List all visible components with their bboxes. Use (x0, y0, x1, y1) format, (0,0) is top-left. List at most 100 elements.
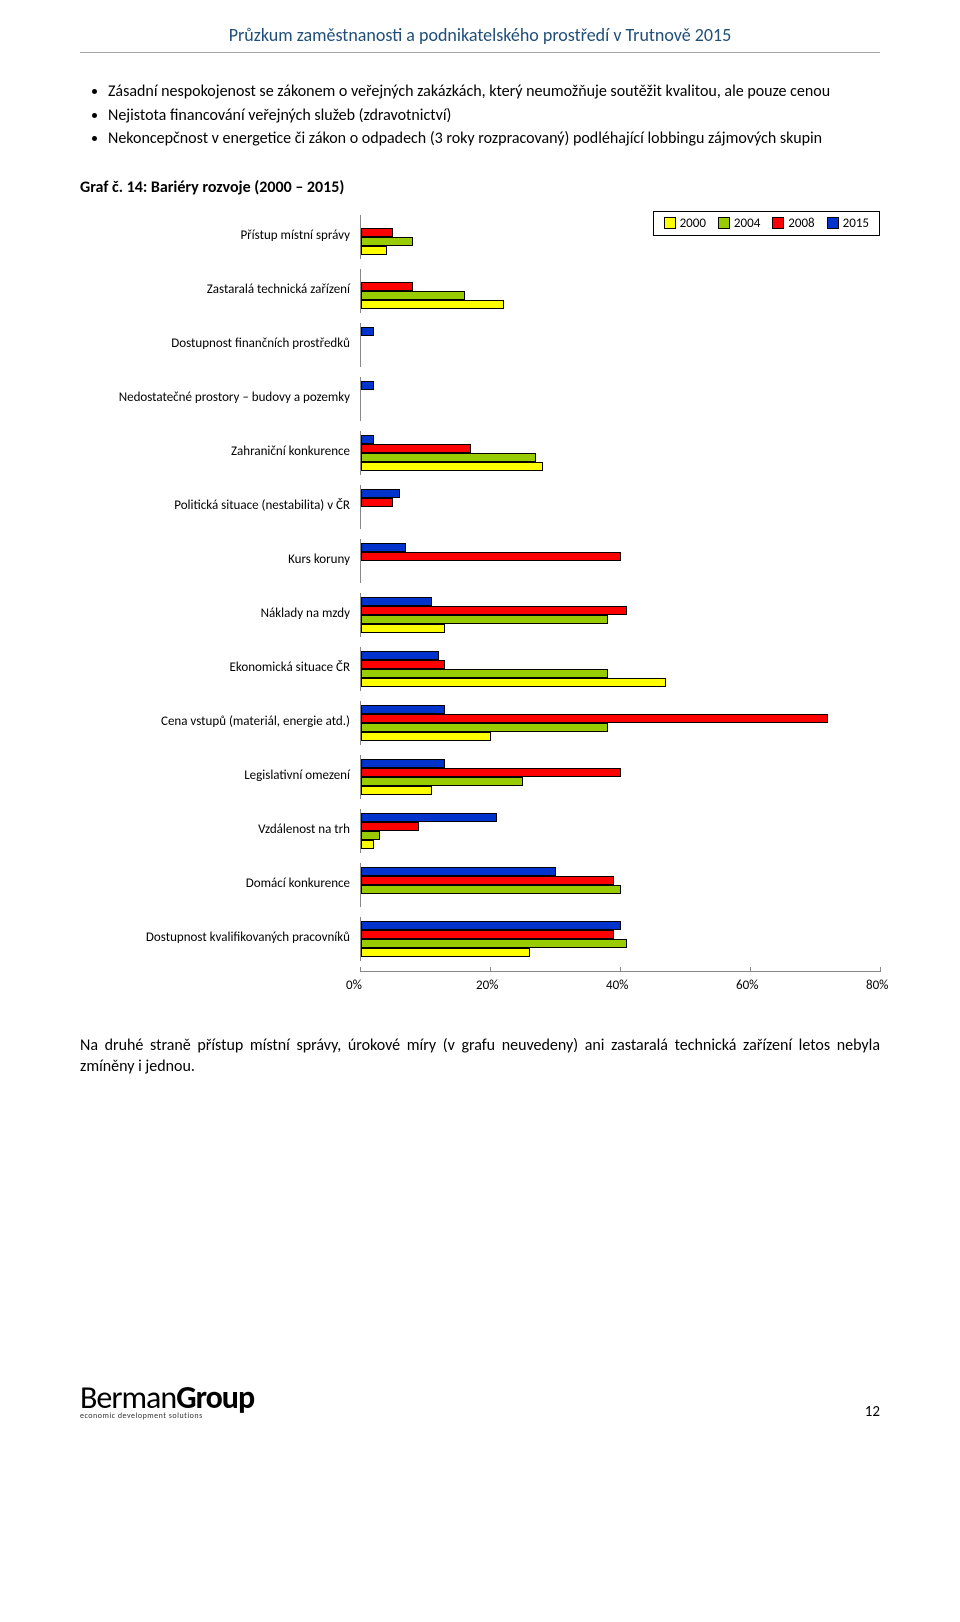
chart-row: Zahraniční konkurence (80, 431, 880, 475)
bar (361, 840, 374, 849)
category-label: Zahraniční konkurence (80, 445, 360, 460)
bar (361, 327, 374, 336)
bar-group (360, 485, 880, 529)
bar-group (360, 377, 880, 421)
bar (361, 921, 621, 930)
bar (361, 624, 445, 633)
bar (361, 381, 374, 390)
bar (361, 831, 380, 840)
bar (361, 462, 543, 471)
bar-group (360, 755, 880, 799)
category-label: Politická situace (nestabilita) v ČR (80, 499, 360, 514)
category-label: Dostupnost kvalifikovaných pracovníků (80, 931, 360, 946)
bar (361, 498, 393, 507)
category-label: Kurs koruny (80, 553, 360, 568)
bar (361, 948, 530, 957)
bar-group (360, 215, 880, 259)
category-label: Nedostatečné prostory – budovy a pozemky (80, 391, 360, 406)
chart-row: Přístup místní správy (80, 215, 880, 259)
bar-group (360, 539, 880, 583)
bar (361, 822, 419, 831)
category-label: Dostupnost finančních prostředků (80, 337, 360, 352)
chart-row: Cena vstupů (materiál, energie atd.) (80, 701, 880, 745)
bar (361, 237, 413, 246)
x-tick-label: 80% (866, 972, 888, 993)
bar (361, 669, 608, 678)
category-label: Zastaralá technická zařízení (80, 283, 360, 298)
bar-group (360, 431, 880, 475)
bar-group (360, 647, 880, 691)
chart-row: Nedostatečné prostory – budovy a pozemky (80, 377, 880, 421)
chart-row: Zastaralá technická zařízení (80, 269, 880, 313)
bar (361, 732, 491, 741)
bar (361, 453, 536, 462)
bar-group (360, 323, 880, 367)
chart-row: Dostupnost finančních prostředků (80, 323, 880, 367)
chart-row: Kurs koruny (80, 539, 880, 583)
category-label: Legislativní omezení (80, 769, 360, 784)
bar-group (360, 269, 880, 313)
chart-title: Graf č. 14: Bariéry rozvoje (2000 – 2015… (80, 178, 880, 197)
body-paragraph: Na druhé straně přístup místní správy, ú… (80, 1035, 880, 1078)
bar (361, 228, 393, 237)
bar (361, 678, 666, 687)
bar-group (360, 809, 880, 853)
bar (361, 246, 387, 255)
page-header: Průzkum zaměstnanosti a podnikatelského … (80, 0, 880, 53)
chart-row: Domácí konkurence (80, 863, 880, 907)
bullet-item: Nejistota financování veřejných služeb (… (108, 105, 880, 127)
bar (361, 300, 504, 309)
bar (361, 606, 627, 615)
bar-group (360, 701, 880, 745)
category-label: Přístup místní správy (80, 229, 360, 244)
x-tick-label: 0% (346, 972, 362, 993)
bar (361, 723, 608, 732)
bar (361, 714, 828, 723)
bar (361, 282, 413, 291)
bar (361, 615, 608, 624)
category-label: Náklady na mzdy (80, 607, 360, 622)
bullet-item: Zásadní nespokojenost se zákonem o veřej… (108, 81, 880, 103)
bar-group (360, 917, 880, 961)
x-tick-label: 20% (476, 972, 498, 993)
bar (361, 768, 621, 777)
bar (361, 489, 400, 498)
bar (361, 759, 445, 768)
chart-row: Dostupnost kvalifikovaných pracovníků (80, 917, 880, 961)
chart-row: Náklady na mzdy (80, 593, 880, 637)
bar (361, 435, 374, 444)
x-tick-label: 40% (606, 972, 628, 993)
category-label: Domácí konkurence (80, 877, 360, 892)
bar (361, 786, 432, 795)
bar (361, 939, 627, 948)
bar-group (360, 863, 880, 907)
bar (361, 543, 406, 552)
bullet-list: Zásadní nespokojenost se zákonem o veřej… (108, 81, 880, 150)
bar (361, 930, 614, 939)
logo: BermanGroup economic development solutio… (80, 1378, 254, 1421)
footer: BermanGroup economic development solutio… (80, 1378, 880, 1421)
category-label: Ekonomická situace ČR (80, 661, 360, 676)
bar-chart: 2000200420082015 Přístup místní správyZa… (80, 215, 880, 995)
bar (361, 597, 432, 606)
category-label: Cena vstupů (materiál, energie atd.) (80, 715, 360, 730)
category-label: Vzdálenost na trh (80, 823, 360, 838)
chart-row: Politická situace (nestabilita) v ČR (80, 485, 880, 529)
chart-row: Vzdálenost na trh (80, 809, 880, 853)
chart-row: Ekonomická situace ČR (80, 647, 880, 691)
chart-row: Legislativní omezení (80, 755, 880, 799)
bar-group (360, 593, 880, 637)
x-axis: 0%20%40%60%80% (360, 971, 880, 995)
bar (361, 552, 621, 561)
bar (361, 444, 471, 453)
bar (361, 705, 445, 714)
bar (361, 651, 439, 660)
bar (361, 291, 465, 300)
bullet-item: Nekoncepčnost v energetice či zákon o od… (108, 128, 880, 150)
bar (361, 813, 497, 822)
bar (361, 867, 556, 876)
x-tick-label: 60% (736, 972, 758, 993)
bar (361, 876, 614, 885)
bar (361, 885, 621, 894)
bar (361, 777, 523, 786)
